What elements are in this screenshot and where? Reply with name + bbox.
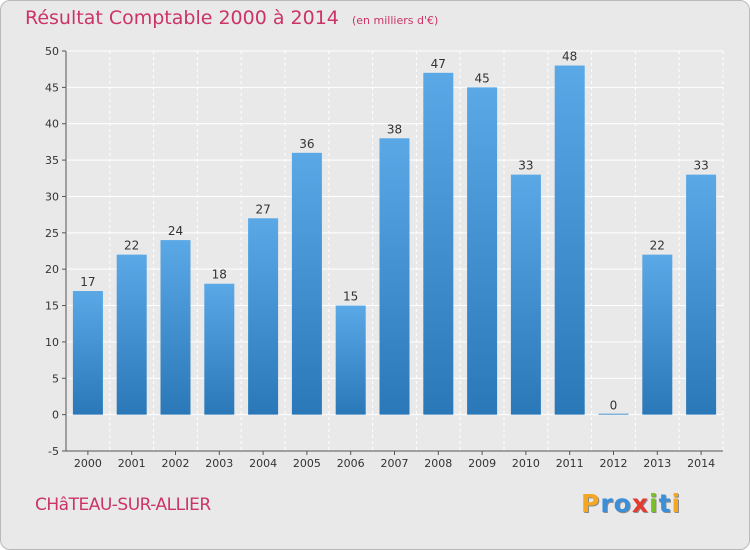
bar: [160, 240, 191, 415]
logo-letter: t: [658, 489, 672, 518]
bar: [379, 138, 410, 415]
bar: [116, 254, 147, 415]
y-tick-label: 50: [45, 45, 59, 58]
x-tick-label: 2001: [118, 457, 146, 470]
bar: [598, 413, 629, 415]
bar: [335, 305, 366, 415]
bar: [423, 72, 454, 415]
x-tick-label: 2009: [468, 457, 496, 470]
bars: [72, 65, 717, 415]
logo-letter: i: [671, 489, 682, 518]
data-label: 33: [693, 159, 708, 173]
x-tick-label: 2007: [381, 457, 409, 470]
x-tick-label: 2002: [162, 457, 190, 470]
data-label: 33: [518, 159, 533, 173]
data-label: 22: [124, 239, 139, 253]
bar: [510, 174, 541, 415]
y-tick-label: 30: [45, 190, 59, 203]
y-tick-label: 10: [45, 336, 59, 349]
bar: [248, 218, 279, 415]
data-label: 27: [255, 202, 270, 216]
title-subtitle: (en milliers d'€): [351, 14, 439, 27]
x-tick-label: 2008: [424, 457, 452, 470]
x-tick-label: 2000: [74, 457, 102, 470]
x-tick-label: 2004: [249, 457, 277, 470]
bar: [642, 254, 673, 415]
bar: [204, 283, 235, 415]
chart-title: Résultat Comptable 2000 à 2014 (en milli…: [25, 7, 438, 29]
x-tick-label: 2012: [600, 457, 628, 470]
data-label: 48: [562, 50, 577, 64]
logo-letter: i: [649, 489, 659, 518]
x-tick-label: 2013: [643, 457, 671, 470]
title-main: Résultat Comptable 2000 à 2014: [25, 7, 339, 29]
y-tick-label: 40: [45, 118, 59, 131]
x-tick-label: 2010: [512, 457, 540, 470]
x-tick-label: 2005: [293, 457, 321, 470]
data-label: 17: [80, 275, 95, 289]
bar: [72, 291, 103, 415]
x-tick-label: 2006: [337, 457, 365, 470]
y-tick-label: 25: [45, 227, 59, 240]
bar: [554, 65, 585, 415]
x-tick-label: 2003: [205, 457, 233, 470]
data-label: 0: [610, 399, 618, 413]
data-label: 45: [474, 71, 489, 85]
y-tick-label: 45: [45, 81, 59, 94]
data-labels: 17 22 24 18 27 36 15 38 47 45 33 48 0 22 33: [80, 50, 708, 413]
axes: -5 0 5 10 15 20 25 30 35 40 45 50 2000 2001 2002 2003 20…: [45, 45, 723, 470]
data-label: 38: [387, 122, 402, 136]
data-label: 36: [299, 137, 314, 151]
y-tick-label: 15: [45, 300, 59, 313]
y-tick-label: 35: [45, 154, 59, 167]
commune-name: CHâTEAU-SUR-ALLIER: [35, 495, 211, 515]
x-tick-label: 2011: [556, 457, 584, 470]
y-tick-label: -5: [48, 445, 59, 458]
x-tick-label: 2014: [687, 457, 715, 470]
logo-letter: r: [600, 489, 614, 518]
logo-letter: o: [613, 489, 632, 518]
bar: [686, 174, 717, 415]
y-tick-label: 0: [52, 409, 59, 422]
logo-letter: x: [631, 489, 649, 518]
bar: [291, 152, 322, 415]
proxiti-logo[interactable]: Proxiti: [581, 489, 681, 518]
data-label: 22: [650, 239, 665, 253]
y-tick-label: 20: [45, 263, 59, 276]
logo-letter: P: [581, 489, 601, 518]
data-label: 18: [212, 268, 227, 282]
bar: [467, 87, 498, 415]
data-label: 24: [168, 224, 183, 238]
data-label: 15: [343, 290, 358, 304]
data-label: 47: [431, 57, 446, 71]
y-tick-label: 5: [52, 372, 59, 385]
